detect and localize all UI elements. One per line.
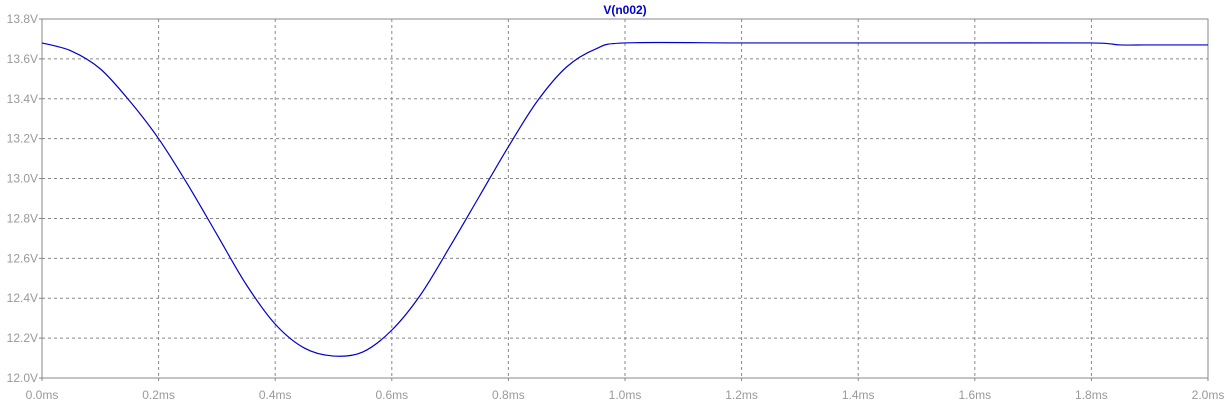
x-tick-label: 0.4ms [259,388,292,402]
y-tick-label: 12.0V [7,371,38,385]
series-layer [41,41,1208,357]
x-tick-labels: 0.0ms 0.2ms 0.4ms 0.6ms 0.8ms 1.0ms 1.2ms 1.4ms… [26,378,1225,402]
y-tick-label: 13.4V [7,92,38,106]
x-tick-label: 0.6ms [375,388,408,402]
y-tick-label: 12.2V [7,331,38,345]
y-tick-label: 12.4V [7,291,38,305]
y-tick-label: 13.2V [7,132,38,146]
x-tick-label: 1.0ms [609,388,642,402]
y-tick-label: 12.6V [7,251,38,265]
x-tick-label: 1.4ms [842,388,875,402]
x-tick-label: 1.2ms [725,388,758,402]
y-tick-labels: 13.8V 13.6V 13.4V 13.2V 13.0V 12.8V 12.6V 12.4V… [7,12,42,385]
y-tick-label: 13.0V [7,172,38,186]
x-tick-label: 1.8ms [1075,388,1108,402]
grid-lines [42,19,1208,378]
x-tick-label: 0.0ms [26,388,59,402]
x-tick-label: 0.8ms [492,388,525,402]
x-tick-label: 1.6ms [958,388,991,402]
plot-frame [41,18,1209,379]
y-tick-label: 13.6V [7,52,38,66]
series-line-v-n002 [41,41,1208,357]
x-tick-label: 0.2ms [142,388,175,402]
trace-title[interactable]: V(n002) [603,3,646,17]
x-tick-label: 2.0ms [1192,388,1225,402]
y-tick-label: 13.8V [7,12,38,26]
y-tick-label: 12.8V [7,211,38,225]
